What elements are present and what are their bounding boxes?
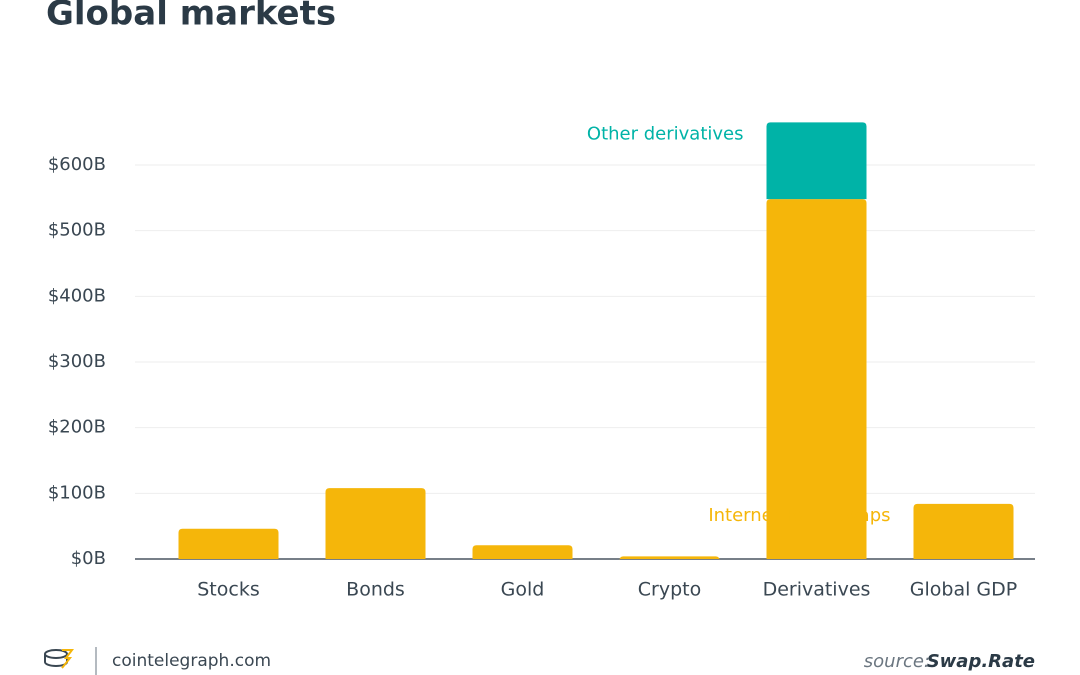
x-tick-label: Crypto (638, 579, 701, 601)
x-tick-label: Gold (501, 579, 545, 601)
y-tick-label: $100B (48, 482, 106, 503)
bar (913, 503, 1014, 559)
chart-title: Global markets (46, 0, 336, 34)
y-tick-label: $200B (48, 417, 106, 438)
bar (619, 556, 720, 561)
site: cointelegraph.com (112, 651, 271, 671)
series-label: Other derivatives (587, 123, 744, 144)
y-tick-label: $500B (48, 220, 106, 241)
bar (178, 528, 279, 559)
y-tick-label: $400B (48, 285, 106, 306)
series-label: Internet Rate Swaps (708, 505, 890, 526)
y-tick-label: $300B (48, 351, 106, 372)
y-tick-label: $600B (48, 154, 106, 175)
y-tick-label: $0B (71, 548, 106, 569)
bar (766, 199, 867, 559)
x-tick-label: Bonds (346, 579, 405, 601)
x-tick-label: Stocks (197, 579, 259, 601)
x-tick-label: Derivatives (763, 579, 871, 601)
bar (325, 488, 426, 559)
source-prefix: source: (864, 651, 930, 672)
source: Swap.Rate (927, 651, 1035, 672)
logo (44, 649, 74, 669)
bar (472, 545, 573, 559)
x-tick-label: Global GDP (910, 579, 1017, 601)
bar (766, 122, 867, 200)
